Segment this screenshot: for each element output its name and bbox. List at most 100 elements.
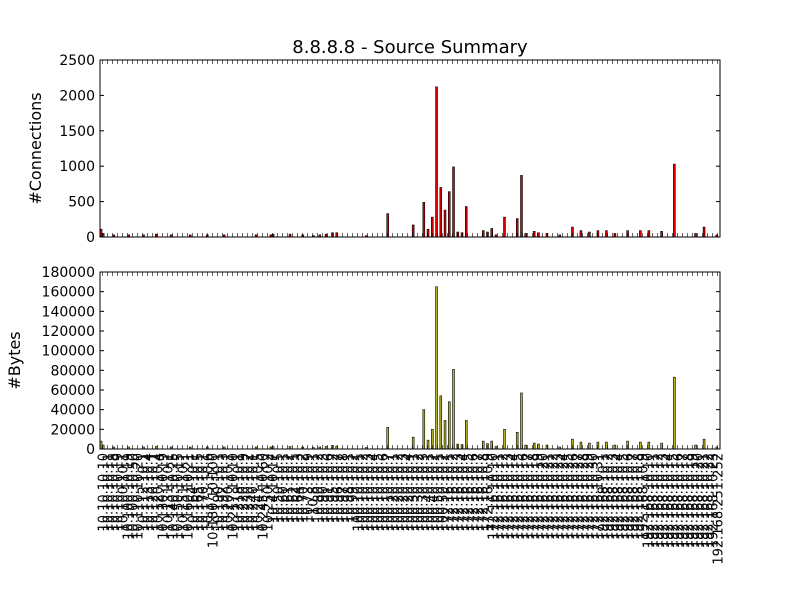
x-tick-label: 10.120.10.1	[147, 453, 162, 532]
bar	[452, 166, 455, 238]
x-tick-label: 192.168.10.6	[622, 453, 637, 540]
y-tick-label: 2000	[59, 88, 95, 104]
bar	[694, 444, 697, 450]
bar	[439, 395, 443, 450]
x-tick-label: 172.16.10.5	[462, 453, 477, 532]
x-tick-label: 192.168.10.23	[707, 453, 722, 548]
bar	[579, 441, 583, 450]
x-tick-label: 10.64.10.3	[292, 453, 307, 523]
y-tick-label: 60000	[50, 383, 95, 399]
x-tick-label: 172.16.10.4	[457, 453, 472, 532]
x-tick-label: 172.16.10.10	[487, 453, 502, 540]
bar	[524, 444, 527, 450]
bar	[439, 187, 443, 238]
x-tick-label: 192.168.10.22	[702, 453, 717, 548]
x-tick-label: 10.131.10.1	[162, 453, 177, 532]
y-tick-label: 1000	[59, 159, 95, 175]
bar	[448, 401, 451, 450]
x-tick-label: 100.30.10.2	[412, 453, 427, 532]
x-tick-label: 192.168.10.19	[687, 453, 702, 548]
x-tick-label: 10.170.10.1	[197, 453, 212, 532]
x-tick-label: 10.100.10.1	[117, 453, 132, 532]
x-tick-label: 192.168.10.7	[627, 453, 642, 540]
bar	[702, 226, 706, 238]
x-tick-label: 192.168.10.15	[667, 453, 682, 548]
x-tick-label: 10.4.10.17	[267, 453, 282, 523]
x-tick-label: 192.168.10.18	[682, 453, 697, 548]
y-tick-label: 40000	[50, 403, 95, 419]
x-tick-label: 10.110.10.20	[132, 453, 147, 540]
y-tick-label: 0	[86, 442, 95, 458]
bar	[639, 230, 642, 238]
x-tick-label: 10.73.10.9	[302, 453, 317, 523]
bar	[452, 369, 455, 450]
y-tick-label: 1500	[59, 124, 95, 140]
x-tick-label: 172.16.10.8	[477, 453, 492, 532]
bytes-subplot: 0 20000 40000 60000 80000 100000 120000 140000 1…	[5, 265, 721, 458]
x-tick-label: 10.60.10.1	[277, 453, 292, 523]
bar	[588, 442, 591, 450]
y-axis-label: #Connections	[26, 92, 45, 204]
bar	[613, 233, 617, 238]
bar	[613, 444, 617, 450]
x-tick-label: 10.61.10.2	[282, 453, 297, 523]
x-tick-label: 10.245.10.60	[257, 453, 272, 540]
x-tick-label: 10.95.10.2	[327, 453, 342, 523]
x-tick-label: 10.230.10.2	[242, 453, 257, 532]
bar	[605, 441, 608, 450]
x-tick-label: 10.200.10.1	[222, 453, 237, 532]
x-tick-label: 10.218.10.1	[232, 453, 247, 532]
bar	[435, 286, 438, 450]
bar	[532, 231, 536, 238]
x-tick-label: 10.240.10.1	[247, 453, 262, 532]
x-tick-label: 172.16.10.3	[452, 453, 467, 532]
x-tick-label: 10.173.10.6	[202, 453, 217, 532]
x-tick-label: 100.50.10.2	[437, 453, 452, 532]
x-tick-label: 192.168.10.9	[637, 453, 652, 540]
bar	[435, 86, 438, 238]
y-tick-label: 180000	[42, 265, 95, 281]
x-tick-label: 192.168.10.5	[617, 453, 632, 540]
bar	[443, 420, 447, 450]
bar	[579, 230, 583, 238]
x-tick-label: 172.16.10.12	[497, 453, 512, 540]
x-tick-label: 172.16.10.17	[522, 453, 537, 540]
bar	[465, 420, 468, 450]
x-tick-label: 10.10.10.19	[112, 453, 127, 532]
bar	[702, 438, 706, 450]
bar	[448, 191, 451, 238]
x-tick-label: 172.16.10.16	[517, 453, 532, 540]
x-tick-label: 10.98.10.1	[342, 453, 357, 523]
x-tick-label: 172.16.10.14	[507, 453, 522, 540]
x-tick-label: 192.168.10.12	[652, 453, 667, 548]
x-tick-label: 10.217.10.10	[227, 453, 242, 540]
x-tick-label: 172.16.10.29	[582, 453, 597, 540]
x-tick-label: 192.168.10.4	[612, 453, 627, 540]
x-tick-label: 192.168.10.16	[672, 453, 687, 548]
x-tick-label: 10.165.10.5	[192, 453, 207, 532]
y-tick-label: 120000	[42, 324, 95, 340]
x-tick-label: 100.40.10.2	[427, 453, 442, 532]
x-tick-label: 172.16.10.25	[562, 453, 577, 540]
x-tick-label: 172.16.10.6	[467, 453, 482, 532]
x-tick-label: 10.160.10.21	[182, 453, 197, 540]
x-tick-label: 10.220.10.9	[237, 453, 252, 532]
x-tick-label: 192.168.10.3	[607, 453, 622, 540]
y-tick-label: 80000	[50, 363, 95, 379]
x-tick-label: 10.10.10.18	[107, 453, 122, 532]
x-tick-label: 100.40.10.1	[422, 453, 437, 532]
x-tick-label: 10.10.10.10	[97, 453, 112, 532]
x-tick-label: 10.241.10.5	[252, 453, 267, 532]
x-tick-label: 100.10.10.7	[382, 453, 397, 532]
bar	[503, 216, 506, 238]
bar	[520, 175, 523, 238]
x-tick-label: 100.10.10.6	[377, 453, 392, 532]
x-tick-label: 100.10.10.4	[367, 453, 382, 532]
x-tick-label: 10.192.10.3	[217, 453, 232, 532]
x-tick-label: 192.168.10.1	[597, 453, 612, 540]
bar	[673, 376, 676, 450]
plot-frame	[99, 59, 721, 238]
x-tick-label: 192.168.10.13	[657, 453, 672, 548]
y-tick-label: 140000	[42, 304, 95, 320]
